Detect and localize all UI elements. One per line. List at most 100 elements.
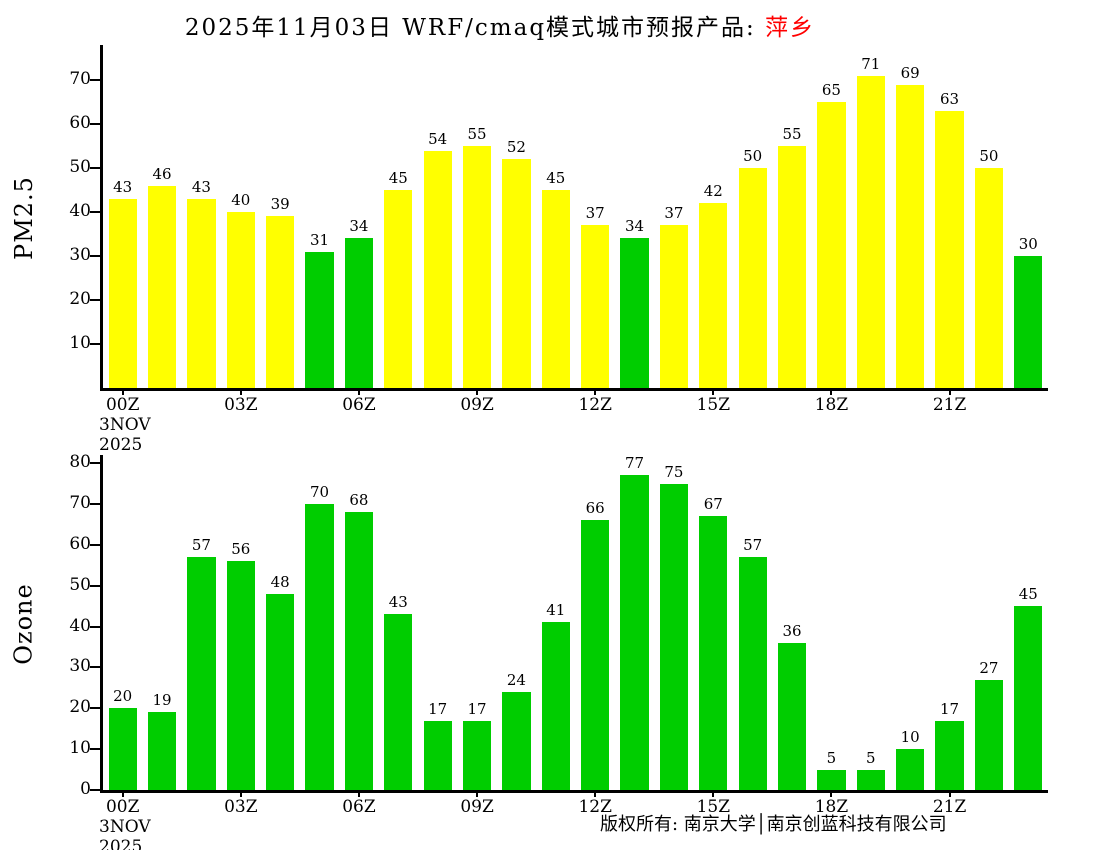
bar-value-label: 45 [546,169,566,187]
bar-value-label: 46 [152,165,172,183]
y-axis-tick-label: 0 [80,779,91,799]
bar-value-label: 55 [467,125,487,143]
x-axis-tick [948,790,951,797]
bar [699,516,728,790]
bar [581,520,610,790]
bar-value-label: 31 [310,231,330,249]
x-axis-date-label: 2025 [99,837,143,850]
bar-value-label: 30 [1018,235,1038,253]
bar-value-label: 67 [703,495,723,513]
bar [226,561,255,790]
bar-value-label: 5 [866,749,876,767]
bar [187,199,216,388]
y-axis-tick-label: 80 [69,452,91,473]
bar [541,622,570,790]
bar [541,190,570,388]
bar [1014,256,1043,388]
x-axis-tick-label: 09Z [460,797,494,817]
bar-value-label: 36 [782,622,802,640]
bar [777,146,807,388]
ozone-plot-area: 20 19 57 56 48 70 68 43 17 17 24 41 66 77 75 67 57 36 5 5 10… [69,452,1048,850]
x-axis-tick [712,790,715,797]
x-axis-tick [121,790,124,797]
bar [738,168,767,388]
title-text: 2025年11月03日 WRF/cmaq模式城市预报产品: [184,15,766,41]
bar-value-label: 57 [743,536,763,554]
bar [738,557,767,790]
bar-value-label: 71 [861,55,881,73]
y-axis-tick [90,123,100,126]
bar [384,614,413,790]
bar-value-label: 37 [585,204,605,222]
bar [659,225,689,388]
bar-value-label: 43 [113,178,133,196]
bar [935,111,964,388]
bar-value-label: 48 [270,573,290,591]
bar [581,225,610,388]
y-axis-tick-label: 70 [69,493,91,514]
bar [266,216,295,388]
bar [1014,606,1043,790]
bar [147,712,177,790]
y-axis-tick-label: 10 [69,738,91,759]
y-axis-tick-label: 40 [69,615,91,636]
y-axis-tick [90,707,100,710]
bar [226,212,255,388]
bar-value-label: 75 [664,463,684,481]
bar [699,203,728,388]
x-axis-tick [830,388,833,395]
bar [935,721,964,790]
x-axis-tick-label: 03Z [224,797,258,817]
x-axis-tick [476,790,479,797]
bar [423,151,452,388]
bar [856,770,885,790]
bar-value-label: 56 [231,540,251,558]
y-axis-tick-label: 30 [69,245,91,266]
x-axis-tick-label: 18Z [814,395,849,415]
bar-value-label: 34 [625,217,645,235]
y-axis-tick [90,503,100,506]
y-axis-tick [90,789,100,791]
bar [108,708,137,790]
x-axis-tick-label: 18Z [814,797,849,817]
y-axis-tick-label: 50 [69,157,91,178]
bar-value-label: 57 [191,536,211,554]
x-axis-date-label: 2025 [99,435,143,455]
copyright-text: 版权所有: 南京大学│南京创蓝科技有限公司 [600,814,947,835]
bar [659,484,689,790]
bar-value-label: 55 [782,125,802,143]
pm25-y-axis-label: PM2.5 [10,176,39,260]
x-axis-tick [357,388,360,395]
x-axis-tick-label: 21Z [932,395,967,415]
y-axis-tick [90,343,100,346]
bar-value-label: 17 [428,700,448,718]
bar-value-label: 10 [900,728,920,746]
bar-value-label: 19 [152,691,172,709]
bar [620,475,649,790]
bar-value-label: 63 [940,90,960,108]
pm25-y-axis-label-wrap: PM2.5 [4,45,44,391]
bar [462,721,492,790]
bar [974,168,1004,388]
y-axis-tick [90,167,100,170]
bar-value-label: 45 [1018,585,1038,603]
bar-value-label: 68 [349,491,369,509]
bar-value-label: 52 [506,138,526,156]
y-axis-tick-label: 60 [69,533,91,554]
x-axis-tick-label: 00Z [105,395,140,415]
bar [462,146,492,388]
bar-value-label: 42 [703,182,723,200]
bar [620,238,649,388]
bar-value-label: 43 [191,178,211,196]
bar [305,504,334,790]
bar-value-label: 43 [388,593,408,611]
bar [896,749,925,790]
x-axis-tick [594,790,597,797]
bar-value-label: 17 [467,700,487,718]
bar [384,190,413,388]
bar-value-label: 65 [821,81,841,99]
x-axis-tick-label: 12Z [578,797,612,817]
y-axis-tick-label: 60 [69,113,91,134]
bar-value-label: 24 [506,671,526,689]
